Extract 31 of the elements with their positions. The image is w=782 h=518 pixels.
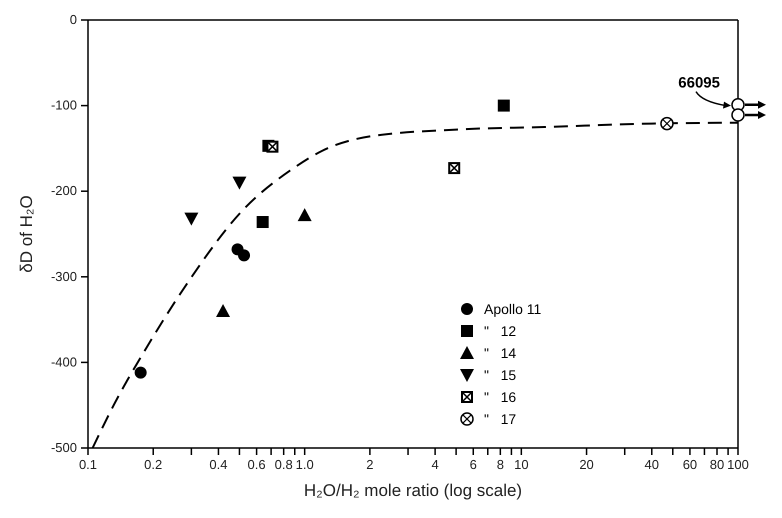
x-tick-label: 80 <box>710 457 724 472</box>
x-tick-label: 60 <box>682 457 698 472</box>
legend-label: Apollo 11 <box>484 300 542 319</box>
legend-label: " 17 <box>484 410 516 429</box>
legend-label: " 14 <box>484 344 516 363</box>
x-tick-label: 0.4 <box>209 457 228 472</box>
x-tick-label: 4 <box>431 457 439 472</box>
x-tick-label: 40 <box>644 457 660 472</box>
y-tick-label: 0 <box>70 12 77 27</box>
y-tick-label: -500 <box>50 440 77 455</box>
x-axis-title: H₂O/H₂ mole ratio (log scale) <box>304 481 522 500</box>
x-tick-label: 8 <box>496 457 504 472</box>
annotation: 66095 <box>678 74 720 92</box>
legend-label: " 15 <box>484 366 516 385</box>
x-tick-label: 2 <box>366 457 374 472</box>
x-tick-label: 0.6 <box>248 457 266 472</box>
y-tick-label: -300 <box>50 268 77 284</box>
x-tick-label: 10 <box>514 457 529 472</box>
x-tick-label: 20 <box>579 457 594 472</box>
y-tick-label: -100 <box>50 98 77 113</box>
x-tick-label: 0.2 <box>144 457 162 472</box>
y-tick-label: -200 <box>50 183 77 198</box>
x-tick-label: 1.0 <box>296 457 314 472</box>
x-tick-label: 100 <box>727 457 749 472</box>
x-tick-label: 6 <box>470 457 477 472</box>
x-tick-label: 0.8 <box>274 457 293 472</box>
y-axis-title: δD of H₂O <box>17 195 36 273</box>
x-tick-label: 0.1 <box>78 457 98 472</box>
legend-label: " 16 <box>484 388 516 407</box>
y-tick-label: -400 <box>50 354 77 370</box>
legend-label: " 12 <box>484 322 516 341</box>
